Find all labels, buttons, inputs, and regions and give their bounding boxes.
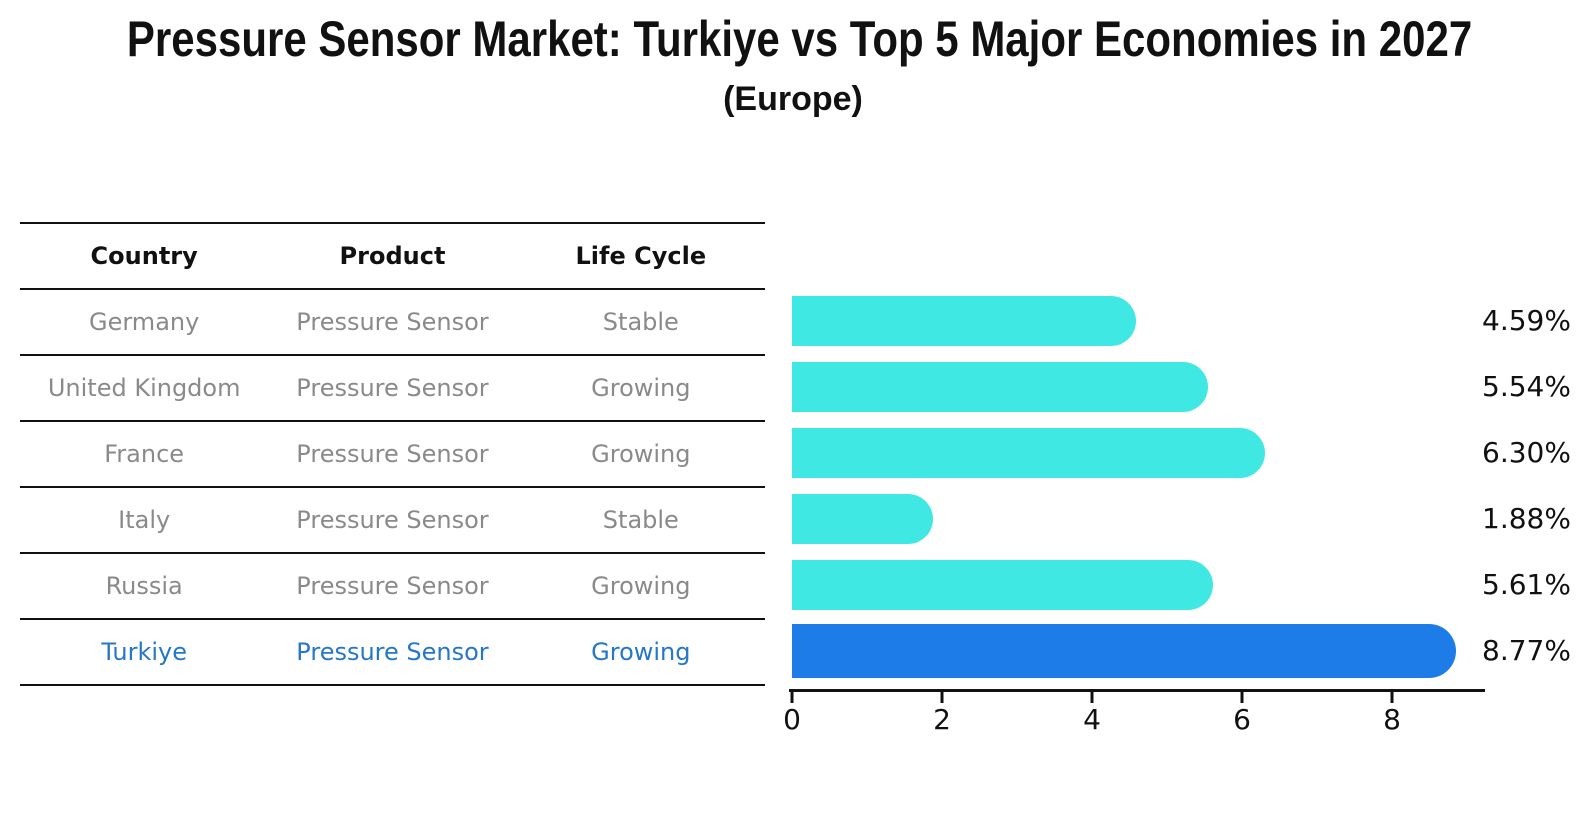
x-axis-tick [1090, 692, 1094, 703]
table-row: Russia Pressure Sensor Growing [20, 554, 765, 620]
x-axis-tick [1240, 692, 1244, 703]
x-axis-tick-label: 0 [783, 703, 801, 736]
bar-value-label: 5.54% [1482, 370, 1571, 403]
bar-russia [792, 560, 1213, 610]
table-row: Italy Pressure Sensor Stable [20, 488, 765, 554]
cell-product: Pressure Sensor [296, 506, 489, 534]
cell-life-cycle: Growing [591, 638, 691, 666]
bar-plot [792, 289, 1482, 691]
x-axis-tick-label: 8 [1383, 703, 1401, 736]
cell-country: United Kingdom [47, 374, 241, 402]
bar-value-label: 4.59% [1482, 304, 1571, 337]
bar-germany [792, 296, 1136, 346]
cell-life-cycle: Stable [602, 506, 679, 534]
cell-life-cycle: Growing [591, 440, 691, 468]
cell-product: Pressure Sensor [296, 374, 489, 402]
cell-product: Pressure Sensor [296, 572, 489, 600]
bar-france [792, 428, 1265, 478]
x-axis-tick-label: 6 [1233, 703, 1251, 736]
col-header-life-cycle: Life Cycle [575, 242, 707, 270]
x-axis-tick [790, 692, 794, 703]
cell-country: Turkiye [101, 638, 187, 666]
value-labels: 4.59% 5.54% 6.30% 1.88% 5.61% 8.77% [1482, 289, 1586, 691]
cell-life-cycle: Stable [602, 308, 679, 336]
cell-product: Pressure Sensor [296, 308, 489, 336]
x-axis-tick [940, 692, 944, 703]
cell-product: Pressure Sensor [296, 638, 489, 666]
cell-life-cycle: Growing [591, 572, 691, 600]
cell-country: Italy [118, 506, 171, 534]
bar-value-label: 6.30% [1482, 436, 1571, 469]
bar-value-label: 5.61% [1482, 568, 1571, 601]
col-header-product: Product [339, 242, 446, 270]
bar-value-label: 1.88% [1482, 502, 1571, 535]
bar-turkiye [792, 624, 1456, 678]
col-header-country: Country [90, 242, 198, 270]
table-header-row: Country Product Life Cycle [20, 224, 765, 290]
cell-life-cycle: Growing [591, 374, 691, 402]
page-title: Pressure Sensor Market: Turkiye vs Top 5… [126, 11, 1473, 67]
table-row: France Pressure Sensor Growing [20, 422, 765, 488]
x-axis-tick [1390, 692, 1394, 703]
cell-country: France [104, 440, 185, 468]
bar-value-label: 8.77% [1482, 634, 1571, 667]
data-table: Country Product Life Cycle Germany Press… [20, 222, 765, 686]
table-row-highlighted: Turkiye Pressure Sensor Growing [20, 620, 765, 686]
x-axis-line [789, 689, 1485, 692]
cell-country: Germany [89, 308, 200, 336]
x-axis-tick-label: 2 [933, 703, 951, 736]
cell-country: Russia [105, 572, 183, 600]
table-row: Germany Pressure Sensor Stable [20, 290, 765, 356]
page-subtitle: (Europe) [723, 80, 863, 118]
bar-united-kingdom [792, 362, 1208, 412]
x-axis-tick-label: 4 [1083, 703, 1101, 736]
table-row: United Kingdom Pressure Sensor Growing [20, 356, 765, 422]
x-axis: 0 2 4 6 8 [783, 689, 1485, 739]
cell-product: Pressure Sensor [296, 440, 489, 468]
bar-italy [792, 494, 933, 544]
